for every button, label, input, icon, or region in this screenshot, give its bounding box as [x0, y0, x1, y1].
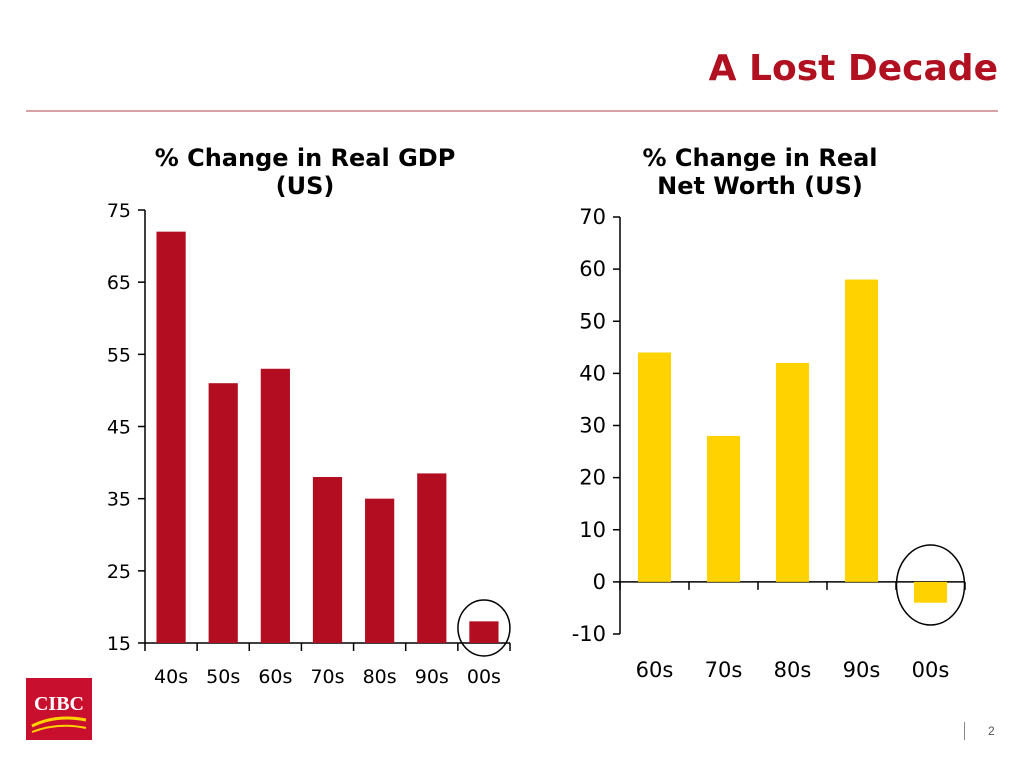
chart1-bar-00s: [469, 621, 499, 643]
title-divider: [26, 110, 998, 112]
chart2-y-tick-label: 20: [579, 466, 606, 490]
chart1-bar-40s: [156, 231, 186, 643]
chart2-x-label: 90s: [843, 658, 881, 682]
chart1-bar-90s: [417, 473, 447, 643]
chart2-x-label: 70s: [705, 658, 743, 682]
chart2-y-tick-label: -10: [572, 622, 606, 646]
chart1-y-tick-label: 65: [107, 272, 131, 294]
chart1-bar-60s: [260, 368, 290, 643]
cibc-logo: CIBC: [26, 678, 92, 740]
chart1-bar-50s: [208, 383, 238, 643]
chart2-y-tick-label: 40: [579, 361, 606, 385]
chart2-title-line: % Change in Real: [642, 144, 877, 172]
chart2-x-label: 60s: [636, 658, 674, 682]
chart1-y-tick-label: 55: [107, 344, 131, 366]
chart1-x-label: 60s: [258, 666, 292, 688]
chart1-y-tick-label: 35: [107, 489, 131, 511]
chart2-bar-60s: [637, 352, 672, 582]
page-number: 2: [988, 724, 995, 738]
chart1-y-tick-label: 75: [107, 200, 131, 222]
chart2-highlight-circle: [895, 544, 966, 626]
logo-wordmark: CIBC: [34, 693, 84, 715]
chart1-title-line: % Change in Real GDP: [155, 144, 456, 172]
chart1-y-tick-label: 25: [107, 561, 131, 583]
chart2-y-tick-label: 50: [579, 309, 606, 333]
chart2-bar-70s: [706, 435, 741, 582]
chart1-x-label: 70s: [310, 666, 344, 688]
chart1-bar-80s: [365, 498, 395, 643]
chart2-y-tick-label: 0: [593, 570, 606, 594]
chart2-y-tick-label: 30: [579, 414, 606, 438]
chart1-y-tick-label: 15: [107, 633, 131, 655]
chart1-y-tick-label: 45: [107, 417, 131, 439]
chart1-highlight-circle: [457, 599, 511, 657]
chart2-bar-80s: [775, 362, 810, 582]
chart2-bar-90s: [844, 279, 879, 582]
chart2-x-label: 00s: [912, 658, 950, 682]
chart1-x-label: 50s: [206, 666, 240, 688]
chart2-y-tick-label: 60: [579, 257, 606, 281]
chart1-title-line: (US): [276, 172, 335, 200]
slide-title: A Lost Decade: [708, 48, 998, 89]
chart2-y-tick-label: 10: [579, 518, 606, 542]
chart2-bar-00s: [913, 581, 948, 603]
chart2-title-line: Net Worth (US): [657, 172, 863, 200]
chart1-x-label: 80s: [363, 666, 397, 688]
page-number-divider: [964, 722, 965, 740]
chart2-x-label: 80s: [774, 658, 812, 682]
chart2-y-tick-label: 70: [579, 205, 606, 229]
chart1-bar-70s: [312, 477, 343, 643]
chart1-x-label: 40s: [154, 666, 188, 688]
chart1-x-label: 90s: [415, 666, 449, 688]
chart1-x-label: 00s: [467, 666, 501, 688]
